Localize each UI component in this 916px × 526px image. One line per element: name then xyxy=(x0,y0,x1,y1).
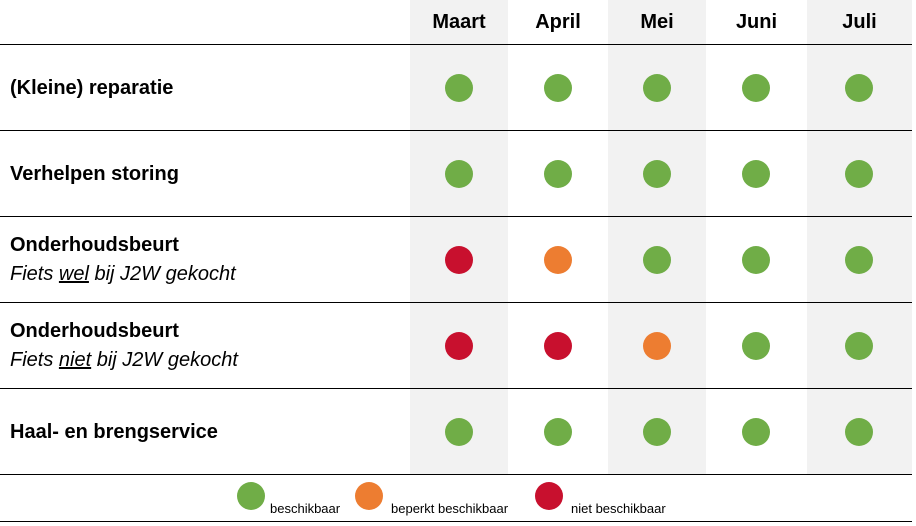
month-header-mei: Mei xyxy=(640,11,674,33)
divider xyxy=(0,216,912,217)
service-row: (Kleine) reparatie xyxy=(0,45,912,131)
service-title: Onderhoudsbeurt xyxy=(10,234,179,256)
service-row: Haal- en brengservice xyxy=(0,389,912,475)
divider xyxy=(0,474,912,475)
service-label: (Kleine) reparatie xyxy=(10,45,173,131)
status-dot-beschikbaar xyxy=(742,160,770,188)
status-dot-beschikbaar xyxy=(845,160,873,188)
status-dot-beschikbaar xyxy=(643,74,671,102)
status-dot-beschikbaar xyxy=(445,74,473,102)
status-dot-beperkt xyxy=(544,246,572,274)
status-dot-beschikbaar xyxy=(742,246,770,274)
status-dot-beschikbaar xyxy=(742,332,770,360)
month-header-juni: Juni xyxy=(735,11,778,33)
status-dot-niet xyxy=(445,332,473,360)
legend: beschikbaar beperkt beschikbaar niet bes… xyxy=(0,474,912,522)
divider xyxy=(0,44,912,45)
status-dot-beperkt xyxy=(643,332,671,360)
status-dot-beschikbaar xyxy=(742,418,770,446)
service-title: Haal- en brengservice xyxy=(10,420,218,443)
status-dot-niet xyxy=(445,246,473,274)
subtitle-text: Fiets xyxy=(10,263,59,285)
legend-label-beschikbaar: beschikbaar xyxy=(270,501,341,516)
status-dot-beschikbaar xyxy=(544,160,572,188)
divider xyxy=(0,302,912,303)
subtitle-emphasis: wel xyxy=(58,263,89,285)
status-dot-beschikbaar xyxy=(643,160,671,188)
status-dot-beschikbaar xyxy=(544,74,572,102)
divider xyxy=(0,388,912,389)
month-header-maart: Maart xyxy=(432,11,486,33)
legend-dot-beperkt xyxy=(355,482,383,510)
status-dot-niet xyxy=(544,332,572,360)
subtitle-emphasis: niet xyxy=(58,349,92,371)
legend-dot-niet xyxy=(535,482,563,510)
subtitle-text: bij J2W gekocht xyxy=(91,349,238,371)
status-dot-beschikbaar xyxy=(845,246,873,274)
status-dot-beschikbaar xyxy=(544,418,572,446)
legend-dot-beschikbaar xyxy=(237,482,265,510)
service-label: Onderhoudsbeurt Fiets niet bij J2W gekoc… xyxy=(10,303,238,389)
status-dot-beschikbaar xyxy=(445,418,473,446)
service-label: Verhelpen storing xyxy=(10,131,179,217)
status-dot-beschikbaar xyxy=(445,160,473,188)
month-header-april: April xyxy=(535,11,581,33)
service-row: Onderhoudsbeurt Fiets niet bij J2W gekoc… xyxy=(0,303,912,389)
status-dot-beschikbaar xyxy=(643,418,671,446)
legend-label-beperkt: beperkt beschikbaar xyxy=(391,501,509,516)
month-header-juli: Juli xyxy=(842,11,877,33)
service-title: Verhelpen storing xyxy=(10,162,179,185)
status-dot-beschikbaar xyxy=(845,418,873,446)
service-label: Onderhoudsbeurt Fiets wel bij J2W gekoch… xyxy=(10,217,236,303)
status-dot-beschikbaar xyxy=(742,74,770,102)
service-title: Onderhoudsbeurt xyxy=(10,320,179,342)
legend-label-niet: niet beschikbaar xyxy=(571,501,666,516)
status-dot-beschikbaar xyxy=(845,332,873,360)
subtitle-text: bij J2W gekocht xyxy=(88,263,236,285)
service-subtitle: Fiets wel bij J2W gekocht xyxy=(10,260,236,289)
status-dot-beschikbaar xyxy=(643,246,671,274)
service-label: Haal- en brengservice xyxy=(10,389,218,475)
divider xyxy=(0,130,912,131)
subtitle-text: Fiets xyxy=(10,349,59,371)
divider xyxy=(0,521,912,522)
service-title: (Kleine) reparatie xyxy=(10,76,174,99)
service-row: Verhelpen storing xyxy=(0,131,912,217)
service-subtitle: Fiets niet bij J2W gekocht xyxy=(10,346,238,375)
status-dot-beschikbaar xyxy=(845,74,873,102)
service-row: Onderhoudsbeurt Fiets wel bij J2W gekoch… xyxy=(0,217,912,303)
